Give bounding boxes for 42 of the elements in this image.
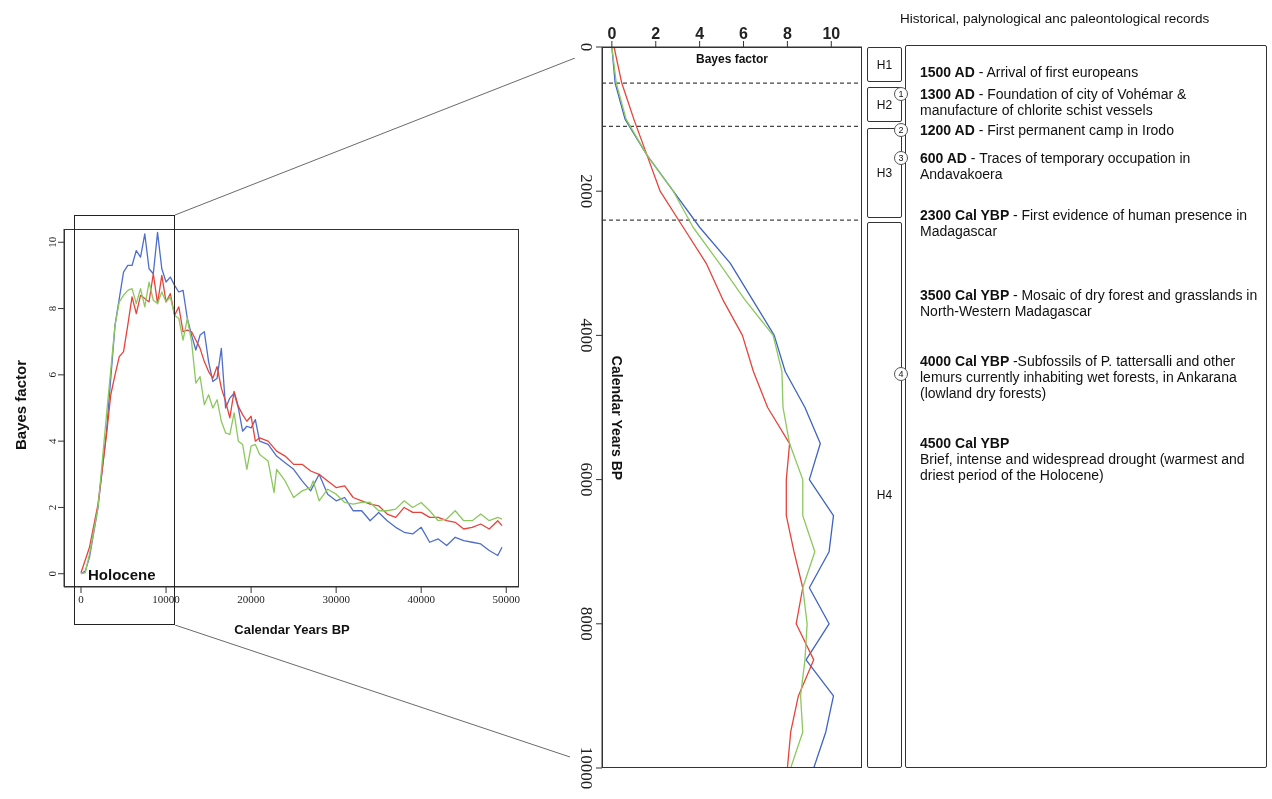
text: 3500 Cal YBP - Mosaic of dry forest and grasslands in North-Western Madagascar	[920, 287, 1258, 319]
y-tick-label: 4	[46, 437, 58, 444]
y-tick-label: 6	[46, 371, 58, 378]
x-tick-label: 6	[739, 25, 749, 42]
circled-number: 3	[894, 151, 908, 165]
y-tick-label: 8	[46, 305, 58, 312]
circled-number: 1	[894, 87, 908, 101]
y-tick-label: 0	[46, 570, 58, 577]
text: 2300 Cal YBP - First evidence of human presence in Madagascar	[920, 207, 1248, 239]
circled-number: 2	[894, 123, 908, 137]
text: 4000 Cal YBP -Subfossils of P. tattersalli and other lemurs currently inhabiting wet forests, in Ankarana (lowland dry forests)	[920, 353, 1237, 401]
annotation: Holocene	[88, 566, 156, 583]
y-tick-label: 2	[46, 504, 58, 511]
x-tick-label: 0	[78, 592, 85, 605]
y-tick-label: 10	[46, 236, 58, 248]
y-axis-title: Calendar Years BP	[609, 355, 625, 481]
text: 1500 AD - Arrival of first europeans	[920, 64, 1139, 80]
y-axis-title: Bayes factor	[11, 359, 29, 451]
y-tick-label: 0	[576, 42, 596, 52]
y-tick-label: 8000	[576, 606, 596, 641]
x-tick-label: 40000	[407, 592, 436, 605]
text: 1300 AD - Foundation of city of Vohémar & manufacture of chlorite schist vessels	[920, 86, 1187, 118]
x-tick-label: 4	[695, 25, 705, 42]
text: 4500 Cal YBP Brief, intense and widespread drought (warmest and driest period of the Holocene)	[920, 435, 1245, 483]
y-tick-label: 2000	[576, 174, 596, 209]
x-tick-label: 2	[651, 25, 661, 42]
x-tick-label: 0	[607, 25, 617, 42]
text: 600 AD - Traces of temporary occupation in Andavakoera	[920, 150, 1191, 182]
y-tick-label: 4000	[576, 318, 596, 353]
y-tick-label: 6000	[576, 462, 596, 497]
circled-number: 4	[894, 367, 908, 381]
x-tick-label: 30000	[322, 592, 351, 605]
x-tick-label: 50000	[492, 592, 521, 605]
x-tick-label: 10	[822, 25, 841, 42]
x-axis-title: Bayes factor	[695, 52, 769, 66]
period-box: H1	[867, 47, 902, 82]
y-tick-label: 10000	[576, 746, 596, 790]
x-tick-label: 20000	[237, 592, 266, 605]
x-axis-title: Calendar Years BP	[234, 621, 350, 637]
x-tick-label: 8	[782, 25, 792, 42]
text: Historical, palynological anc paleontological records	[900, 11, 1210, 26]
text: 1200 AD - First permanent camp in Irodo	[920, 122, 1174, 138]
